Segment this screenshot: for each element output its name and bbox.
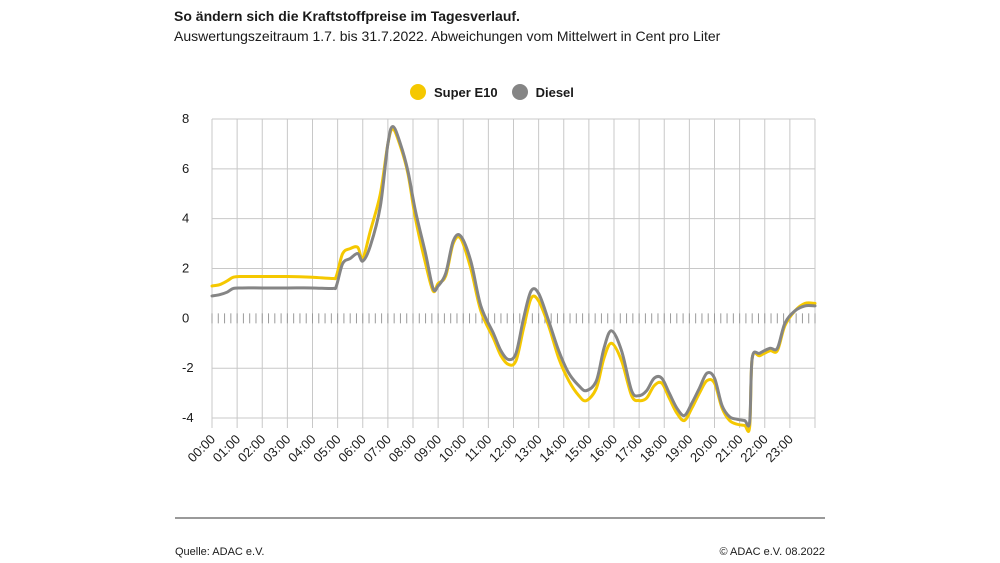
- x-tick-label: 04:00: [285, 432, 319, 466]
- y-tick-label: -2: [182, 360, 194, 375]
- chart-title: So ändern sich die Kraftstoffpreise im T…: [174, 8, 520, 24]
- y-tick-label: 8: [182, 111, 189, 126]
- series-line-super-e10: [210, 127, 817, 433]
- x-tick-label: 08:00: [386, 432, 420, 466]
- legend: Super E10 Diesel: [410, 82, 574, 102]
- x-tick-label: 15:00: [561, 432, 595, 466]
- x-tick-label: 05:00: [310, 432, 344, 466]
- x-tick-label: 20:00: [687, 432, 721, 466]
- series-line-diesel: [210, 124, 817, 428]
- x-tick-label: 23:00: [762, 432, 796, 466]
- y-tick-label: 0: [182, 310, 189, 325]
- axes: [211, 313, 816, 324]
- x-tick-label: 07:00: [360, 432, 394, 466]
- y-tick-label: 6: [182, 161, 189, 176]
- x-tick-label: 13:00: [511, 432, 545, 466]
- x-tick-label: 22:00: [737, 432, 771, 466]
- footer-divider: [175, 517, 825, 519]
- diesel-swatch: [511, 84, 528, 100]
- x-tick-label: 09:00: [411, 432, 445, 466]
- x-tick-label: 18:00: [637, 432, 671, 466]
- x-tick-label: 06:00: [335, 432, 369, 466]
- grid: [211, 118, 816, 428]
- x-tick-label: 00:00: [185, 432, 219, 466]
- legend-item-diesel: Diesel: [511, 84, 574, 100]
- x-tick-label: 01:00: [210, 432, 244, 466]
- x-tick-label: 21:00: [712, 432, 746, 466]
- super-e10-swatch: [410, 84, 426, 100]
- legend-label-diesel: Diesel: [535, 84, 574, 100]
- x-tick-label: 02:00: [235, 432, 269, 466]
- x-tick-label: 03:00: [260, 432, 294, 466]
- series-lines: [210, 124, 817, 433]
- copyright-note: © ADAC e.V. 08.2022: [719, 546, 825, 558]
- legend-item-super-e10: Super E10: [410, 84, 498, 100]
- x-tick-label: 17:00: [612, 432, 646, 466]
- x-tick-label: 12:00: [486, 432, 520, 466]
- source-note: Quelle: ADAC e.V.: [175, 546, 265, 558]
- y-tick-label: 4: [182, 211, 189, 226]
- x-tick-label: 14:00: [536, 432, 570, 466]
- chart-subtitle: Auswertungszeitraum 1.7. bis 31.7.2022. …: [174, 28, 721, 44]
- x-tick-label: 11:00: [462, 432, 495, 465]
- y-tick-label: 2: [182, 261, 189, 276]
- x-tick-label: 16:00: [587, 432, 621, 466]
- x-tick-label: 19:00: [662, 432, 696, 466]
- x-tick-label: 10:00: [436, 432, 470, 466]
- y-tick-label: -4: [182, 410, 194, 425]
- legend-label-super-e10: Super E10: [434, 84, 498, 100]
